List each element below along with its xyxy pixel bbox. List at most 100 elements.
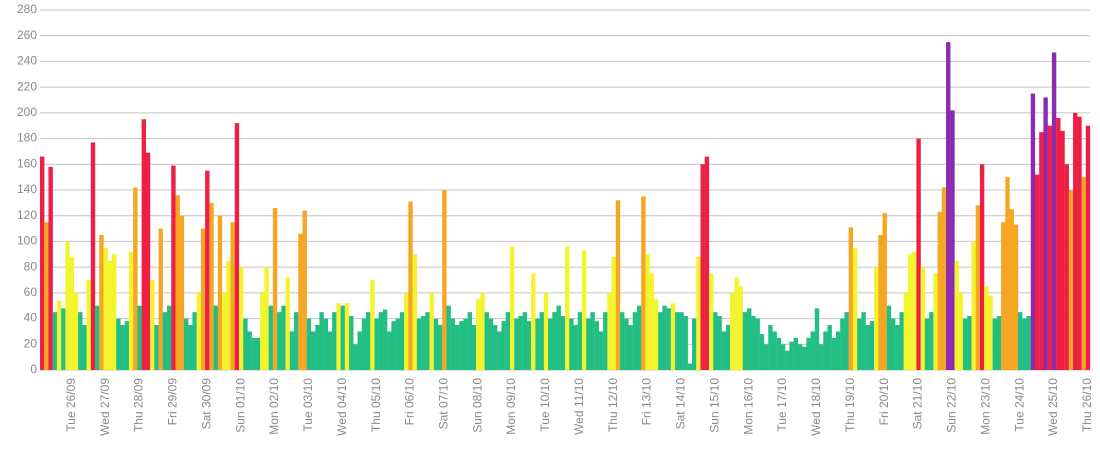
bar: [476, 299, 481, 370]
bar: [69, 256, 75, 370]
bar: [1043, 97, 1048, 370]
y-tick-label: 180: [17, 131, 37, 145]
bar: [366, 312, 371, 370]
bar: [374, 318, 379, 370]
bar: [759, 334, 765, 370]
bar: [319, 312, 324, 370]
x-tick-label: Tue 03/10: [301, 378, 315, 432]
bar: [835, 331, 841, 370]
bar: [526, 321, 532, 370]
bar: [222, 292, 227, 370]
bar: [569, 318, 574, 370]
bar: [531, 273, 536, 370]
bar: [984, 286, 989, 370]
bar: [1034, 174, 1040, 370]
bar: [971, 241, 976, 370]
bar: [742, 312, 748, 370]
bar: [425, 312, 430, 370]
bar: [65, 241, 70, 370]
x-tick-label: Tue 17/10: [775, 378, 789, 432]
x-tick-label: Thu 05/10: [369, 378, 383, 432]
bar: [522, 312, 528, 370]
x-tick-label: Sun 01/10: [233, 378, 247, 433]
bar: [251, 337, 257, 370]
bar: [128, 251, 134, 370]
bar: [806, 337, 811, 370]
bar: [708, 273, 714, 370]
bar: [865, 325, 870, 370]
bar: [188, 325, 193, 370]
bar: [213, 305, 218, 370]
bar: [556, 305, 561, 370]
bar: [950, 110, 955, 371]
bar: [230, 222, 235, 370]
bar: [150, 280, 155, 370]
bar: [433, 318, 439, 370]
x-tick-label: Sat 21/10: [911, 378, 925, 430]
bar: [480, 292, 485, 370]
bar: [1030, 93, 1036, 371]
bar: [1051, 52, 1057, 371]
y-tick-label: 120: [17, 208, 37, 222]
bar: [200, 228, 206, 370]
bar: [780, 344, 786, 370]
bar: [975, 205, 981, 370]
bar: [776, 337, 782, 370]
bar: [306, 318, 312, 370]
x-tick-label: Fri 20/10: [877, 378, 891, 426]
bar: [454, 325, 460, 370]
bar: [353, 344, 358, 370]
bar: [437, 325, 443, 370]
bar: [1039, 132, 1044, 370]
bar: [929, 312, 934, 370]
bar: [459, 321, 464, 370]
bar: [294, 312, 299, 370]
bar: [192, 312, 197, 370]
bar: [645, 254, 650, 370]
bar: [734, 277, 739, 370]
x-tick-label: Thu 26/10: [1080, 378, 1094, 432]
bar: [99, 235, 104, 370]
bar: [670, 303, 676, 370]
y-tick-label: 160: [17, 156, 37, 170]
bar: [611, 256, 616, 370]
bar: [954, 260, 959, 370]
bar: [696, 256, 701, 370]
bar: [539, 312, 544, 370]
bar: [683, 316, 688, 370]
bar: [1068, 190, 1074, 370]
bar: [844, 312, 849, 370]
x-tick-label: Wed 27/09: [98, 378, 112, 436]
bar: [641, 196, 646, 370]
bar: [226, 260, 231, 370]
bar: [848, 227, 854, 370]
bar: [399, 312, 405, 370]
x-tick-label: Sat 30/09: [199, 378, 213, 430]
bar: [1077, 116, 1082, 370]
bar: [124, 321, 130, 370]
bar: [179, 215, 185, 370]
bar: [903, 292, 909, 370]
bar: [183, 318, 189, 370]
bar: [814, 308, 820, 370]
bar: [687, 363, 693, 370]
bar: [217, 215, 223, 370]
bar: [560, 316, 566, 370]
bar: [1005, 177, 1010, 370]
bar: [255, 337, 261, 370]
bar: [700, 164, 705, 370]
bar: [391, 321, 396, 370]
bar: [323, 318, 329, 370]
bar: [793, 337, 799, 370]
bar: [840, 318, 845, 370]
bar: [653, 299, 659, 370]
bar: [378, 312, 384, 370]
bar: [895, 325, 900, 370]
bar: [692, 318, 697, 370]
bar: [247, 331, 252, 370]
bar: [442, 190, 447, 370]
bar: [1018, 312, 1023, 370]
bar: [120, 325, 125, 370]
bar: [590, 312, 595, 370]
bar: [471, 325, 477, 370]
